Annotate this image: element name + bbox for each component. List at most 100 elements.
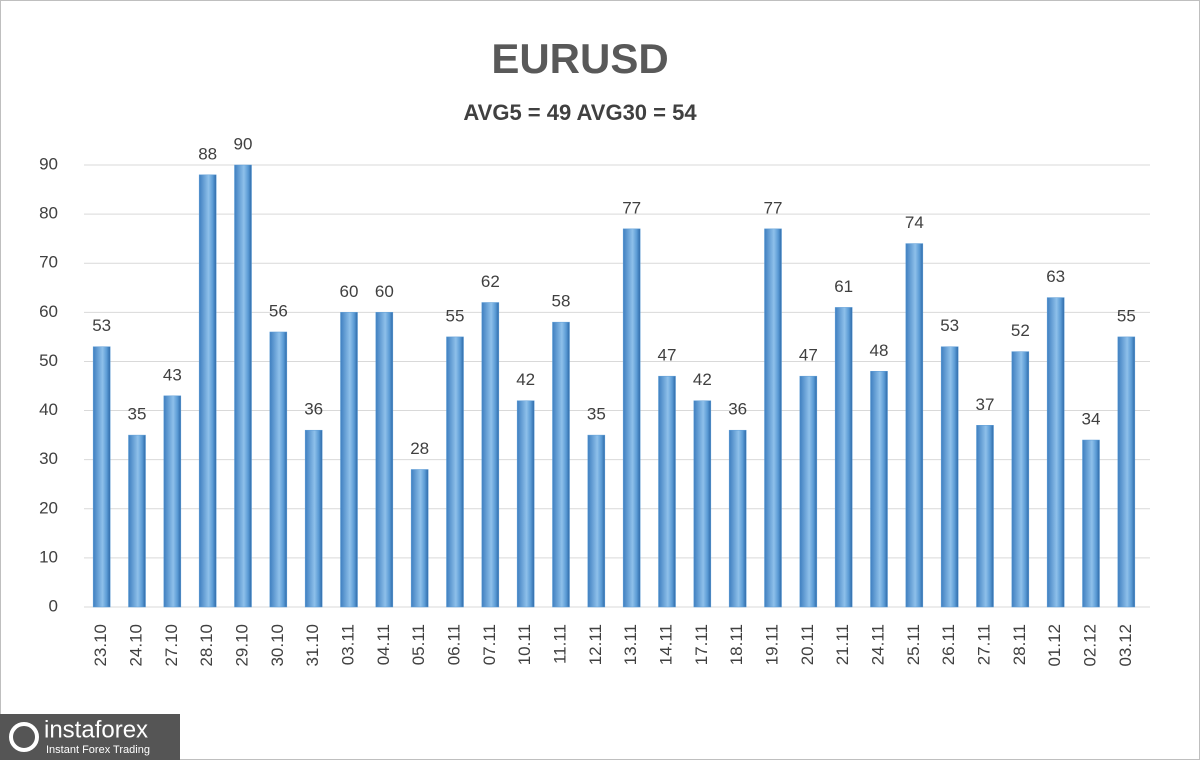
y-tick-label: 80 — [39, 204, 58, 223]
logo: instaforex Instant Forex Trading — [0, 714, 180, 760]
data-label: 28 — [410, 439, 429, 458]
data-label: 43 — [163, 365, 182, 384]
x-tick-label: 28.11 — [1010, 624, 1029, 665]
y-tick-label: 60 — [39, 302, 58, 321]
bar — [92, 346, 111, 608]
x-tick-label: 29.10 — [232, 624, 251, 667]
bar — [1046, 297, 1065, 608]
x-tick-label: 26.11 — [939, 624, 958, 665]
y-tick-label: 50 — [39, 351, 58, 370]
x-tick-label: 30.10 — [268, 624, 287, 667]
x-tick-label: 10.11 — [515, 624, 534, 665]
x-tick-label: 07.11 — [480, 624, 499, 665]
bar — [587, 434, 606, 608]
bar — [269, 331, 288, 608]
bar — [552, 321, 570, 608]
bar — [128, 434, 146, 608]
bar — [940, 346, 959, 608]
data-label: 55 — [1117, 306, 1136, 325]
x-tick-label: 21.11 — [833, 624, 852, 665]
bar — [834, 307, 853, 608]
data-label: 42 — [516, 370, 535, 389]
logo-tagline: Instant Forex Trading — [46, 744, 150, 756]
x-tick-label: 12.11 — [586, 624, 605, 665]
bar — [976, 425, 994, 608]
x-tick-label: 18.11 — [727, 624, 746, 665]
x-tick-label: 24.10 — [126, 624, 145, 667]
data-label: 77 — [622, 198, 641, 217]
bar — [375, 312, 394, 608]
x-tick-label: 20.11 — [798, 624, 817, 665]
bar — [622, 228, 641, 608]
data-label: 42 — [693, 370, 712, 389]
y-tick-label: 90 — [39, 154, 58, 173]
x-tick-label: 31.10 — [303, 624, 322, 667]
x-tick-label: 17.11 — [692, 624, 711, 665]
data-label: 36 — [304, 400, 323, 419]
data-label: 36 — [728, 400, 747, 419]
bar — [905, 243, 924, 608]
x-tick-label: 02.12 — [1080, 624, 1099, 667]
bar — [340, 312, 358, 608]
x-tick-label: 19.11 — [762, 624, 781, 665]
x-tick-label: 24.11 — [868, 624, 887, 665]
data-label: 34 — [1082, 410, 1101, 429]
bar — [410, 469, 429, 608]
bar — [870, 371, 888, 608]
bar — [1082, 439, 1100, 608]
y-tick-label: 40 — [39, 400, 58, 419]
chart-subtitle: AVG5 = 49 AVG30 = 54 — [463, 100, 697, 125]
bar — [304, 429, 323, 608]
x-tick-label: 25.11 — [904, 624, 923, 665]
x-tick-label: 14.11 — [656, 624, 675, 665]
bar — [764, 228, 782, 608]
data-label: 60 — [375, 282, 394, 301]
x-tick-label: 23.10 — [91, 624, 110, 667]
data-label: 63 — [1046, 267, 1065, 286]
x-tick-label: 05.11 — [409, 624, 428, 665]
data-label: 90 — [234, 134, 253, 153]
x-tick-label: 03.12 — [1116, 624, 1135, 667]
bar — [728, 429, 747, 608]
y-tick-label: 30 — [39, 449, 58, 468]
data-label: 35 — [128, 405, 147, 424]
data-label: 47 — [799, 346, 818, 365]
data-label: 56 — [269, 301, 288, 320]
bar — [1117, 336, 1136, 608]
x-tick-label: 03.11 — [338, 624, 357, 665]
data-label: 53 — [92, 316, 111, 335]
x-tick-label: 06.11 — [444, 624, 463, 665]
data-label: 35 — [587, 405, 606, 424]
data-label: 74 — [905, 213, 924, 232]
data-label: 53 — [940, 316, 959, 335]
logo-icon — [9, 722, 39, 752]
data-label: 60 — [340, 282, 359, 301]
bar — [481, 302, 500, 608]
bar — [658, 375, 676, 608]
x-tick-label: 11.11 — [550, 624, 569, 664]
y-tick-label: 70 — [39, 253, 58, 272]
x-tick-label: 13.11 — [621, 624, 640, 665]
logo-box — [0, 714, 180, 760]
x-tick-label: 28.10 — [197, 624, 216, 667]
data-label: 55 — [446, 306, 465, 325]
data-label: 61 — [834, 277, 853, 296]
data-label: 52 — [1011, 321, 1030, 340]
bar — [446, 336, 464, 608]
bar — [516, 400, 535, 608]
y-tick-label: 20 — [39, 498, 58, 517]
data-label: 37 — [976, 395, 995, 414]
data-label: 58 — [552, 292, 571, 311]
bar — [799, 375, 818, 608]
data-label: 62 — [481, 272, 500, 291]
x-tick-label: 04.11 — [374, 624, 393, 665]
data-label: 88 — [198, 144, 217, 163]
x-tick-label: 01.12 — [1045, 624, 1064, 667]
y-tick-label: 10 — [39, 547, 58, 566]
data-label: 48 — [870, 341, 889, 360]
bar — [234, 164, 252, 608]
data-label: 47 — [658, 346, 677, 365]
x-tick-label: 27.11 — [974, 624, 993, 665]
bar — [163, 395, 182, 608]
